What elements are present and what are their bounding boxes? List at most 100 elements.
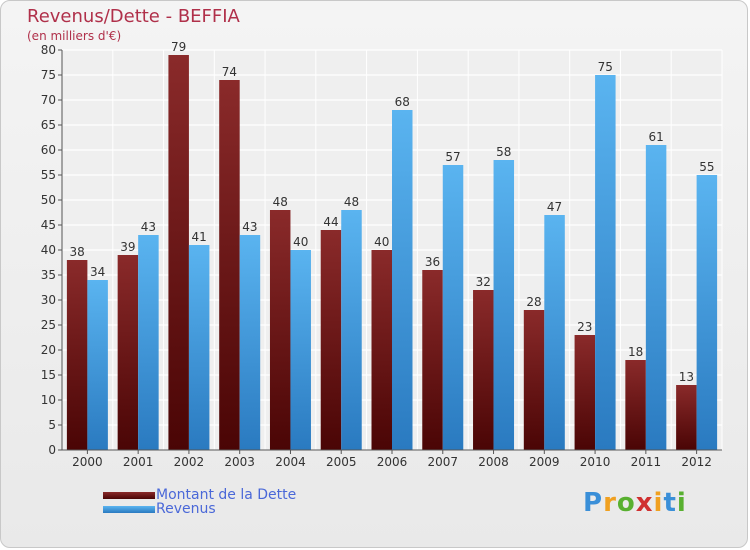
logo-letter: i xyxy=(676,488,687,518)
bar-revenus xyxy=(544,215,565,450)
bar-revenus xyxy=(138,235,159,450)
data-label-dette: 13 xyxy=(679,370,694,384)
chart-subtitle: (en milliers d'€) xyxy=(27,29,122,43)
y-tick-label: 15 xyxy=(41,368,56,382)
data-label-dette: 28 xyxy=(526,295,541,309)
y-tick-label: 25 xyxy=(41,318,56,332)
y-tick-label: 20 xyxy=(41,343,56,357)
x-tick-label: 2012 xyxy=(681,455,712,469)
data-label-dette: 38 xyxy=(69,245,84,259)
data-label-revenus: 58 xyxy=(496,145,511,159)
x-tick-label: 2000 xyxy=(72,455,103,469)
y-tick-label: 35 xyxy=(41,268,56,282)
data-label-revenus: 68 xyxy=(395,95,410,109)
y-tick-label: 60 xyxy=(41,143,56,157)
bar-revenus xyxy=(87,280,108,450)
bar-revenus xyxy=(493,160,515,450)
x-tick-label: 2005 xyxy=(326,455,357,469)
legend-swatch-revenus xyxy=(103,505,155,513)
bar-revenus xyxy=(595,75,616,450)
proxiti-logo: Proxiti xyxy=(583,488,687,518)
bar-dette xyxy=(168,55,189,450)
y-tick-label: 40 xyxy=(41,243,56,257)
x-tick-label: 2001 xyxy=(123,455,154,469)
data-label-dette: 40 xyxy=(374,235,389,249)
data-label-dette: 32 xyxy=(476,275,491,289)
chart-title: Revenus/Dette - BEFFIA xyxy=(27,6,240,27)
bar-dette xyxy=(473,290,494,450)
y-tick-label: 30 xyxy=(41,293,56,307)
logo-letter: P xyxy=(583,488,604,518)
data-label-dette: 39 xyxy=(120,240,135,254)
data-label-revenus: 43 xyxy=(141,220,156,234)
bar-dette xyxy=(117,255,139,450)
data-label-revenus: 40 xyxy=(293,235,308,249)
x-tick-label: 2004 xyxy=(275,455,306,469)
data-label-revenus: 61 xyxy=(648,130,663,144)
data-label-revenus: 57 xyxy=(445,150,460,164)
data-label-dette: 44 xyxy=(323,215,338,229)
y-tick-label: 70 xyxy=(41,93,56,107)
y-tick-label: 45 xyxy=(41,218,56,232)
bar-dette xyxy=(371,250,392,450)
data-label-dette: 36 xyxy=(425,255,440,269)
x-tick-label: 2010 xyxy=(580,455,611,469)
x-tick-label: 2007 xyxy=(427,455,458,469)
data-label-revenus: 75 xyxy=(598,60,613,74)
x-tick-label: 2003 xyxy=(224,455,255,469)
legend-label-dette: Montant de la Dette xyxy=(156,487,297,503)
axes: 0 5 10 15 20 25 30 35 40 45 50 55 60 65 70 75 80 2000 2001… xyxy=(41,43,722,469)
bar-revenus xyxy=(392,110,413,450)
data-label-dette: 18 xyxy=(628,345,643,359)
bar-dette xyxy=(574,335,596,450)
bar-revenus xyxy=(341,210,362,450)
data-label-revenus: 55 xyxy=(699,160,714,174)
bar-revenus xyxy=(442,165,464,450)
legend-swatch-dette xyxy=(103,491,155,499)
bar-dette xyxy=(523,310,545,450)
bar-dette xyxy=(676,385,697,450)
logo-letter: o xyxy=(616,488,636,518)
data-label-dette: 74 xyxy=(222,65,237,79)
data-label-dette: 23 xyxy=(577,320,592,334)
legend-item-dette: Montant de la Dette xyxy=(103,487,297,503)
y-tick-label: 5 xyxy=(48,418,56,432)
bar-revenus xyxy=(239,235,261,450)
bar-revenus xyxy=(290,250,311,450)
y-tick-label: 0 xyxy=(48,443,56,457)
bar-dette xyxy=(320,230,342,450)
bar-dette xyxy=(219,80,240,450)
bar-dette xyxy=(269,210,291,450)
legend-label-revenus: Revenus xyxy=(156,501,216,517)
data-label-revenus: 41 xyxy=(192,230,207,244)
legend-item-revenus: Revenus xyxy=(103,501,216,517)
data-label-revenus: 48 xyxy=(344,195,359,209)
bar-dette xyxy=(66,260,88,450)
x-tick-label: 2002 xyxy=(174,455,205,469)
logo-letter: x xyxy=(635,488,654,518)
data-label-dette: 79 xyxy=(171,40,186,54)
bar-revenus xyxy=(645,145,667,450)
y-tick-label: 50 xyxy=(41,193,56,207)
data-label-revenus: 47 xyxy=(547,200,562,214)
data-label-revenus: 43 xyxy=(242,220,257,234)
y-tick-label: 80 xyxy=(41,43,56,57)
y-tick-label: 65 xyxy=(41,118,56,132)
x-tick-label: 2011 xyxy=(631,455,662,469)
x-tick-label: 2008 xyxy=(478,455,509,469)
logo-letter: r xyxy=(603,488,617,518)
y-tick-label: 10 xyxy=(41,393,56,407)
bar-revenus xyxy=(696,175,718,450)
data-label-dette: 48 xyxy=(273,195,288,209)
x-tick-label: 2006 xyxy=(377,455,408,469)
x-tick-label: 2009 xyxy=(529,455,560,469)
bars xyxy=(66,55,718,450)
data-label-revenus: 34 xyxy=(90,265,105,279)
y-tick-label: 55 xyxy=(41,168,56,182)
logo-letter: i xyxy=(653,488,664,518)
value-labels: 38 34 39 43 79 41 74 43 48 40 44 48 40 68 36 57 32 58 28 47… xyxy=(69,40,714,384)
bar-revenus xyxy=(188,245,210,450)
y-tick-label: 75 xyxy=(41,68,56,82)
bar-dette xyxy=(422,270,443,450)
